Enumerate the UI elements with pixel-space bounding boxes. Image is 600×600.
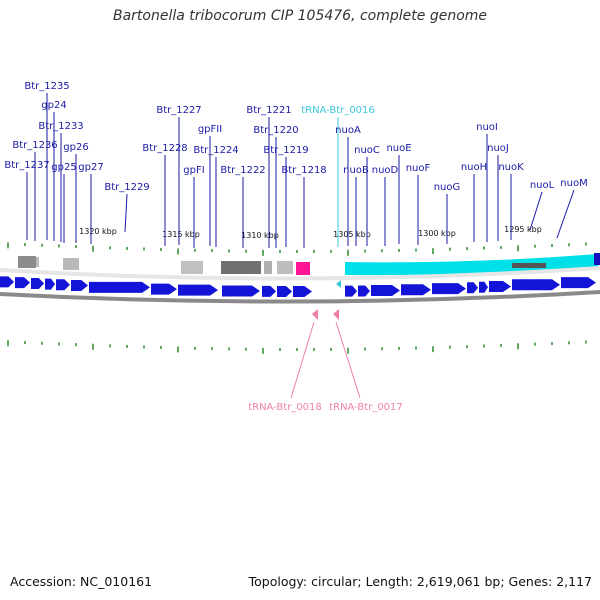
feature-block (296, 262, 310, 275)
cds-arrow (277, 285, 292, 297)
gene-label: Btr_1218 (281, 165, 326, 176)
tick-row-top (7, 242, 587, 256)
cds-arrow (15, 277, 30, 289)
gene-label: nuoM (560, 178, 587, 189)
cds-arrow (178, 284, 218, 296)
gene-label: Btr_1220 (253, 125, 298, 136)
trna-label: tRNA-Btr_0017 (329, 402, 403, 413)
cds-arrow (345, 285, 357, 297)
trna-markers (312, 309, 339, 320)
genome-summary-text: Topology: circular; Length: 2,619,061 bp… (248, 574, 592, 589)
gene-label: gp27 (78, 162, 103, 173)
leader-line (556, 189, 575, 239)
feature-block (221, 261, 261, 274)
trna-reverse-arrow (312, 309, 318, 320)
feature-block (594, 253, 600, 265)
cds-arrow (262, 285, 276, 297)
feature-block (36, 257, 39, 267)
gene-label: Btr_1227 (156, 105, 201, 116)
cds-arrow (512, 279, 560, 291)
kbp-labels: 1320 kbp 1315 kbp 1310 kbp 1305 kbp 1300 kbp… (79, 225, 542, 240)
gene-label: gp24 (41, 100, 66, 111)
cds-arrow (371, 285, 400, 297)
gene-label: gpFII (198, 124, 222, 135)
genome-title: Bartonella tribocorum CIP 105476, comple… (112, 8, 488, 24)
cds-arrow (432, 283, 466, 295)
kbp-label: 1300 kbp (418, 229, 456, 238)
gene-label: Btr_1236 (12, 140, 57, 151)
gene-label: nuoC (354, 145, 380, 156)
gene-label: Btr_1235 (24, 81, 69, 92)
gene-label: Btr_1237 (4, 160, 49, 171)
gene-label: nuoE (386, 143, 411, 154)
cds-arrow (561, 277, 596, 289)
kbp-label: 1315 kbp (162, 230, 200, 239)
trna-forward-arrow (336, 280, 341, 288)
cds-arrow (56, 279, 70, 291)
feature-block (512, 263, 546, 268)
gene-label: Btr_1228 (142, 143, 187, 154)
cds-arrow (31, 277, 44, 289)
gene-label: gp25 (51, 162, 76, 173)
track-guide (0, 266, 600, 281)
leader-line (529, 191, 543, 231)
tick-row-bottom (7, 340, 587, 354)
gene-label: nuoD (372, 165, 399, 176)
cds-arrow (222, 285, 260, 297)
gene-label: nuoH (461, 162, 487, 173)
gene-labels-top: Btr_1235 gp24 Btr_1233 Btr_1236 gp26 Btr_1237… (4, 81, 588, 248)
cds-track (0, 276, 596, 297)
cds-arrow (293, 285, 312, 297)
gene-label: nuoL (530, 180, 555, 191)
cds-arrow (358, 285, 370, 297)
kbp-label: 1305 kbp (333, 230, 371, 239)
leader-line (335, 321, 361, 399)
cds-arrow (489, 281, 511, 292)
cds-arrow (89, 281, 150, 293)
gene-label: Btr_1219 (263, 145, 308, 156)
gene-label: nuoB (343, 165, 369, 176)
gene-label: tRNA-Btr_0016 (301, 105, 375, 116)
trna-reverse-arrow (333, 309, 339, 320)
kbp-label: 1310 kbp (241, 231, 279, 240)
cds-arrow (71, 280, 88, 292)
leader-line (290, 321, 315, 399)
cds-arrow (45, 278, 55, 290)
kbp-label: 1320 kbp (79, 227, 117, 236)
gene-label: nuoK (498, 162, 524, 173)
gene-label: Btr_1229 (104, 182, 149, 193)
gene-label: nuoA (335, 125, 361, 136)
gene-label: Btr_1224 (193, 145, 238, 156)
feature-block (181, 261, 203, 274)
kbp-label: 1295 kbp (504, 225, 542, 234)
cds-arrow (151, 283, 177, 295)
gene-label: gp26 (63, 142, 88, 153)
gene-label: Btr_1221 (246, 105, 291, 116)
cds-arrow (467, 282, 478, 294)
gene-labels-bottom: tRNA-Btr_0018 tRNA-Btr_0017 (248, 321, 403, 413)
cds-arrow (401, 284, 431, 296)
cds-arrow (0, 276, 14, 288)
gene-label: gpFI (183, 165, 204, 176)
leader-line (124, 193, 128, 233)
genome-backbone (0, 290, 600, 304)
feature-track (0, 253, 600, 281)
gene-label: nuoJ (487, 143, 509, 154)
operon-band (345, 254, 598, 276)
cds-arrow (479, 281, 488, 293)
feature-block (277, 261, 293, 274)
trna-label: tRNA-Btr_0018 (248, 402, 322, 413)
gene-label: Btr_1233 (38, 121, 83, 132)
gene-label: nuoI (476, 122, 498, 133)
gene-label: nuoG (434, 182, 461, 193)
gene-label: Btr_1222 (220, 165, 265, 176)
feature-block (63, 258, 79, 270)
accession-text: Accession: NC_010161 (10, 574, 153, 589)
feature-block (264, 261, 272, 274)
gene-label: nuoF (406, 163, 431, 174)
feature-block (18, 256, 36, 268)
